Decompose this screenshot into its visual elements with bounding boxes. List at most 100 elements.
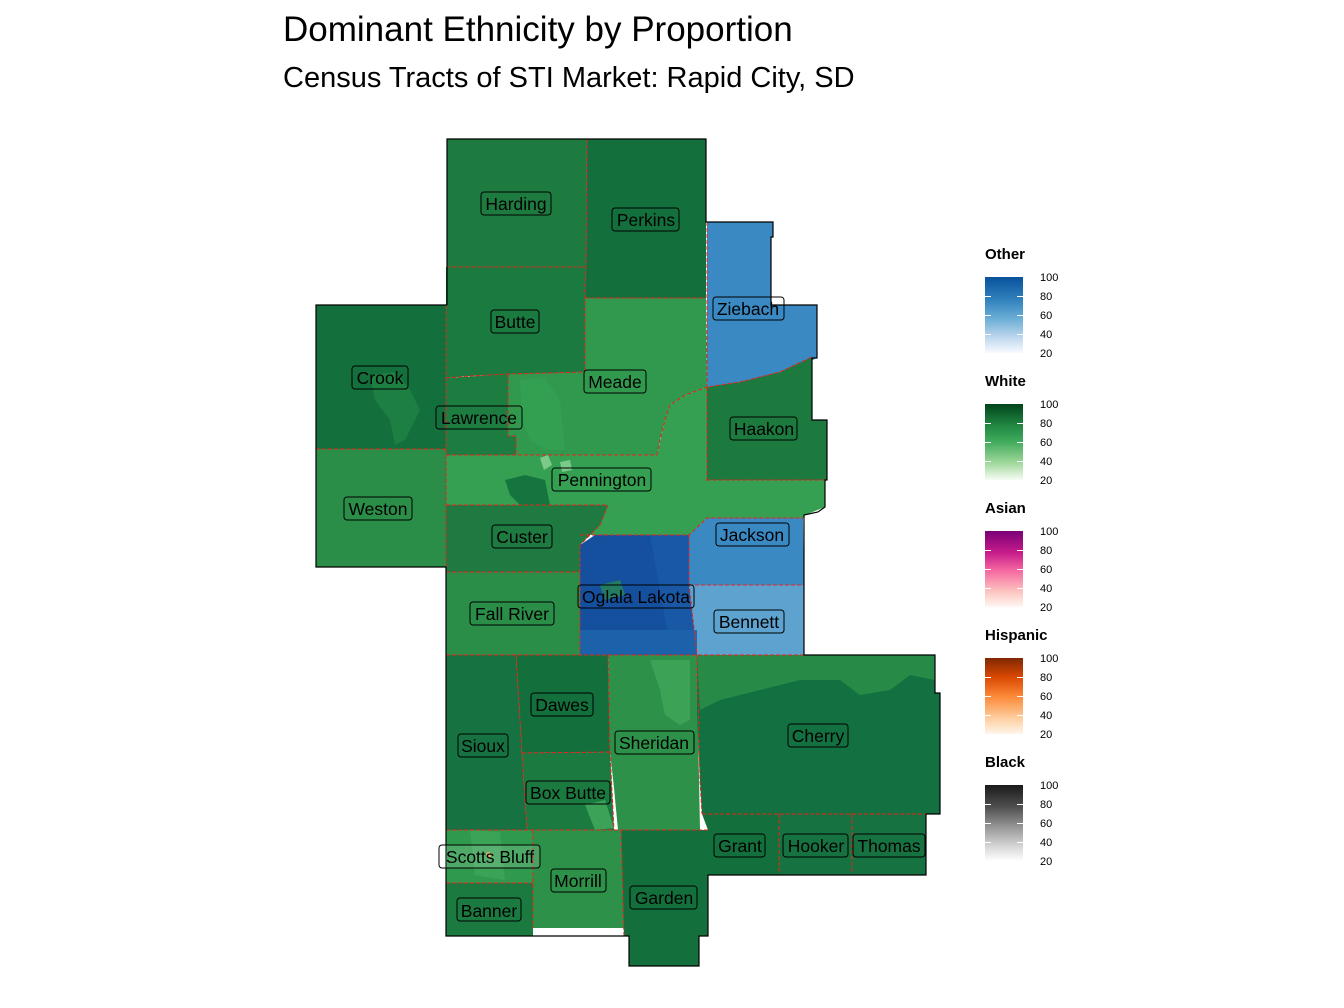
label-garden: Garden: [629, 885, 698, 910]
colorbar-asian: [985, 531, 1023, 607]
region-outline: [315, 138, 941, 967]
county-morrill[interactable]: [533, 830, 624, 928]
tick-label: 40: [1040, 456, 1053, 468]
label-grant: Grant: [713, 833, 766, 858]
county-perkins[interactable]: [585, 139, 706, 298]
label-pennington: Pennington: [551, 467, 652, 492]
label-scotts-bluff: Scotts Bluff: [438, 844, 541, 869]
legend-hispanic: Hispanic 100 80 60 40 20: [985, 626, 1105, 753]
tick-label: 80: [1040, 291, 1053, 303]
county-butte[interactable]: [446, 267, 586, 378]
county-jackson[interactable]: [689, 518, 804, 585]
colorbar-black: [985, 785, 1023, 861]
county-thomas[interactable]: [852, 814, 926, 875]
svg-text:Harding: Harding: [485, 194, 546, 214]
legend-title: Asian: [985, 500, 1026, 517]
county-weston[interactable]: [316, 449, 446, 567]
tick-label: 20: [1040, 602, 1053, 614]
tick-label: 60: [1040, 310, 1053, 322]
label-perkins: Perkins: [611, 207, 680, 232]
tick-label: 60: [1040, 564, 1053, 576]
svg-text:Fall River: Fall River: [475, 604, 549, 624]
county-banner[interactable]: [446, 883, 533, 936]
tick-label: 40: [1040, 710, 1053, 722]
county-fills: [316, 139, 940, 966]
county-harding[interactable]: [447, 139, 587, 267]
svg-text:Dawes: Dawes: [535, 695, 589, 715]
label-meade: Meade: [583, 369, 647, 394]
label-haakon: Haakon: [729, 416, 798, 441]
colorbar-other: [985, 277, 1023, 353]
svg-text:Cherry: Cherry: [792, 726, 845, 746]
legend: Other 100 80 60 40 20 White 100 80 60 40…: [985, 245, 1105, 880]
county-labels: Harding Perkins Ziebach Butte Meade Croo…: [343, 191, 926, 922]
svg-text:Lawrence: Lawrence: [441, 408, 517, 428]
svg-text:Jackson: Jackson: [720, 525, 784, 545]
label-weston: Weston: [343, 496, 413, 521]
svg-text:Oglala Lakota: Oglala Lakota: [582, 587, 690, 607]
tick-label: 100: [1040, 272, 1059, 284]
chart-title: Dominant Ethnicity by Proportion: [283, 10, 793, 49]
county-lawrence[interactable]: [446, 374, 516, 455]
svg-text:Ziebach: Ziebach: [717, 299, 779, 319]
tick-label: 60: [1040, 437, 1053, 449]
legend-white: White 100 80 60 40 20: [985, 372, 1105, 499]
tick-label: 80: [1040, 418, 1053, 430]
label-harding: Harding: [480, 191, 552, 216]
tick-label: 60: [1040, 818, 1053, 830]
county-dawes[interactable]: [516, 655, 610, 753]
svg-text:Crook: Crook: [357, 368, 404, 388]
tick-label: 100: [1040, 780, 1059, 792]
svg-text:Haakon: Haakon: [734, 419, 794, 439]
label-crook: Crook: [351, 365, 409, 390]
tick-label: 100: [1040, 526, 1059, 538]
label-ziebach: Ziebach: [712, 296, 785, 321]
svg-text:Weston: Weston: [348, 499, 407, 519]
tick-label: 40: [1040, 329, 1053, 341]
county-hooker[interactable]: [779, 814, 852, 875]
label-lawrence: Lawrence: [435, 405, 523, 430]
county-garden[interactable]: [621, 830, 708, 966]
colorbar-hispanic: [985, 658, 1023, 734]
label-butte: Butte: [490, 309, 540, 334]
svg-text:Sioux: Sioux: [461, 736, 505, 756]
svg-text:Morrill: Morrill: [554, 871, 602, 891]
tick-label: 80: [1040, 672, 1053, 684]
label-jackson: Jackson: [715, 522, 790, 547]
tick-label: 20: [1040, 729, 1053, 741]
label-fall-river: Fall River: [469, 601, 555, 626]
county-haakon[interactable]: [707, 357, 827, 480]
county-grant[interactable]: [702, 814, 779, 875]
tick-label: 80: [1040, 545, 1053, 557]
svg-text:Bennett: Bennett: [719, 612, 779, 632]
svg-text:Banner: Banner: [461, 901, 518, 921]
svg-text:Garden: Garden: [635, 888, 693, 908]
label-sheridan: Sheridan: [614, 730, 695, 755]
tick-label: 40: [1040, 583, 1053, 595]
svg-text:Meade: Meade: [588, 372, 642, 392]
svg-text:Perkins: Perkins: [617, 210, 676, 230]
svg-text:Sheridan: Sheridan: [619, 733, 689, 753]
county-fall-river[interactable]: [446, 572, 580, 655]
legend-black: Black 100 80 60 40 20: [985, 753, 1105, 880]
svg-text:Pennington: Pennington: [558, 470, 647, 490]
label-hooker: Hooker: [782, 833, 849, 858]
svg-text:Custer: Custer: [496, 527, 548, 547]
county-bennett[interactable]: [689, 585, 804, 655]
legend-title: Other: [985, 246, 1026, 263]
label-bennett: Bennett: [713, 609, 785, 634]
tick-label: 20: [1040, 348, 1053, 360]
legend-title: Hispanic: [985, 627, 1048, 644]
county-cherry[interactable]: [697, 655, 940, 814]
colorbar-white: [985, 404, 1023, 480]
label-custer: Custer: [491, 524, 553, 549]
tick-label: 100: [1040, 399, 1059, 411]
county-ziebach[interactable]: [707, 222, 817, 387]
county-sioux[interactable]: [446, 655, 527, 830]
label-cherry: Cherry: [787, 723, 849, 748]
legend-title: Black: [985, 754, 1026, 771]
county-custer[interactable]: [446, 505, 608, 572]
svg-text:Hooker: Hooker: [788, 836, 845, 856]
tick-label: 100: [1040, 653, 1059, 665]
